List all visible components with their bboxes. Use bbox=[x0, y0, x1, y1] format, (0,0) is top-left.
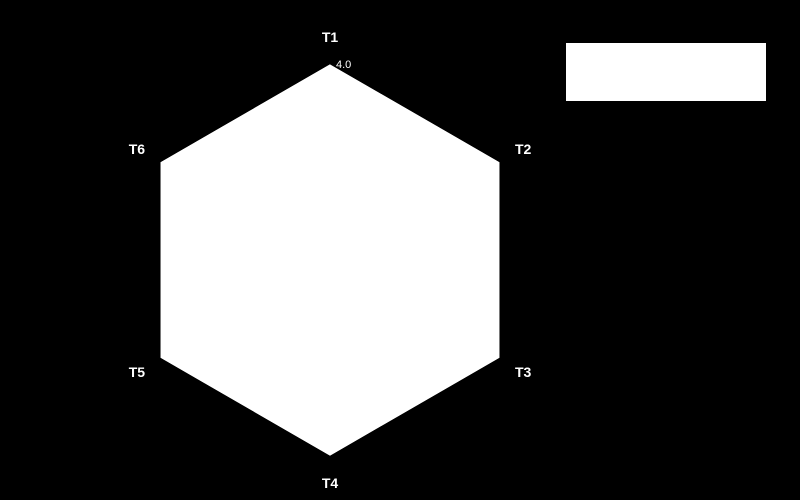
axis-label-t3: T3 bbox=[515, 364, 531, 380]
axis-label-t5: T5 bbox=[129, 364, 145, 380]
axis-label-t1: T1 bbox=[322, 29, 338, 45]
radar-series-series-1 bbox=[161, 65, 499, 455]
axis-label-t2: T2 bbox=[515, 141, 531, 157]
legend-box bbox=[565, 42, 767, 102]
axis-label-t4: T4 bbox=[322, 475, 338, 491]
ring-label: 4.0 bbox=[336, 59, 351, 71]
axis-label-t6: T6 bbox=[129, 141, 145, 157]
radar-chart: T1 T2 T3 T4 T5 T6 4.0 bbox=[0, 0, 800, 500]
